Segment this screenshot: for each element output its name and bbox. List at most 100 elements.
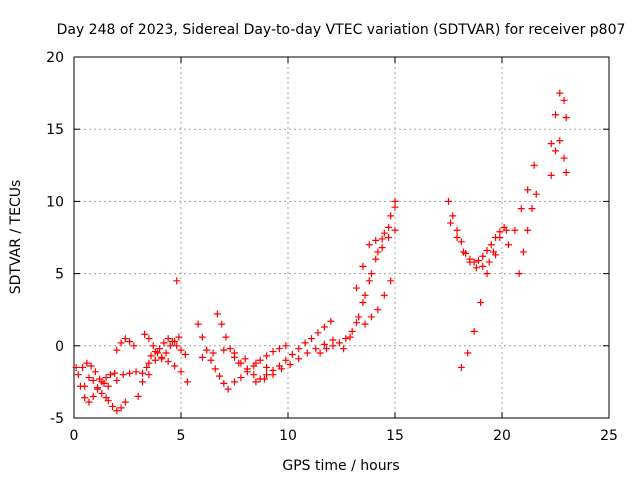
data-point-mid-a — [220, 379, 228, 387]
data-point-early-b — [91, 368, 99, 376]
data-point-rise-a — [387, 212, 395, 220]
data-point-mid-d — [314, 329, 322, 337]
data-point-mid-e — [312, 345, 320, 353]
data-point-late-f — [547, 140, 555, 148]
data-point-early-c — [98, 389, 106, 397]
data-point-rise-a — [355, 313, 363, 321]
data-point-mid-b — [213, 310, 221, 318]
data-point-mid-a — [203, 346, 211, 354]
data-point-mid-e — [286, 361, 294, 369]
data-point-late-g — [562, 169, 570, 177]
data-point-mid-e — [320, 340, 328, 348]
data-point-rise-c — [359, 262, 367, 270]
axis-ticks: 0 5 10 15 20 25 -5 0 5 10 15 20 — [46, 50, 618, 444]
data-point-mid-f — [209, 349, 217, 357]
y-tick-label: 20 — [46, 50, 64, 66]
data-point-early-f — [121, 335, 129, 343]
data-point-early-f — [113, 346, 121, 354]
data-point-mid-d — [327, 317, 335, 325]
data-point-late-c — [489, 248, 497, 256]
data-point-early-a — [111, 369, 119, 377]
data-point-rise-d — [387, 277, 395, 285]
data-point-late-a — [449, 212, 457, 220]
data-point-late-c — [477, 298, 485, 306]
data-point-mid-f — [263, 363, 271, 371]
data-point-late-d — [524, 186, 532, 194]
data-point-rise-a — [342, 335, 350, 343]
data-point-early-b — [74, 371, 82, 379]
data-point-mid-d — [237, 359, 245, 367]
data-point-mid-e — [295, 355, 303, 363]
data-point-mid-a — [216, 372, 224, 380]
data-point-mid-c — [282, 342, 290, 350]
data-point-early-a — [72, 363, 80, 371]
data-point-early-b — [104, 382, 112, 390]
data-marks — [72, 89, 570, 415]
data-point-early-f — [126, 337, 134, 345]
data-point-early-d — [113, 407, 121, 415]
data-point-rise-b — [378, 244, 386, 252]
data-point-mid-e — [278, 365, 286, 373]
y-tick-label: -5 — [50, 411, 64, 427]
data-point-early-g — [143, 363, 151, 371]
data-point-early-h — [153, 349, 161, 357]
data-point-late-b — [466, 258, 474, 266]
data-point-early-h — [171, 337, 179, 345]
data-point-late-a — [457, 238, 465, 246]
data-point-early-g — [160, 339, 168, 347]
data-point-late-f — [556, 89, 564, 97]
data-point-early-g — [181, 350, 189, 358]
data-point-late-a — [445, 197, 452, 205]
x-tick-label: 15 — [386, 428, 404, 444]
data-point-mid-e — [269, 371, 277, 379]
data-point-late-e — [519, 248, 527, 256]
data-point-early-e — [145, 371, 153, 379]
data-point-early-b — [87, 362, 95, 370]
data-point-early-e — [119, 371, 127, 379]
data-point-early-h — [166, 342, 174, 350]
data-point-mid-a — [198, 333, 206, 341]
data-point-early-e — [138, 369, 146, 377]
data-point-early-g — [147, 352, 155, 360]
data-point-early-d — [117, 404, 125, 412]
data-point-mid-c — [256, 356, 264, 364]
data-point-late-b — [453, 234, 461, 241]
data-point-mid-e — [252, 378, 260, 386]
data-point-mid-c — [231, 378, 238, 386]
data-point-late-d — [517, 205, 525, 213]
data-point-early-a — [106, 371, 114, 379]
data-point-early-h — [149, 342, 157, 350]
data-point-mid-a — [194, 320, 202, 328]
x-tick-label: 5 — [177, 428, 186, 444]
data-point-late-b — [459, 248, 467, 256]
data-point-rise-c — [378, 235, 386, 243]
data-point-rise-b — [352, 319, 360, 327]
data-point-late-b — [447, 219, 455, 227]
data-point-late-e — [524, 226, 532, 234]
data-point-rise-c — [365, 241, 373, 249]
data-point-rise-c — [385, 223, 393, 231]
data-point-late-d — [530, 161, 538, 169]
data-point-rise-b — [340, 345, 348, 353]
data-point-late-c — [470, 327, 478, 335]
data-point-early-c — [85, 374, 93, 382]
x-axis-title: GPS time / hours — [282, 458, 399, 474]
data-point-rise-b — [385, 234, 393, 241]
y-tick-label: 10 — [46, 194, 64, 210]
data-point-outlier — [173, 277, 181, 285]
data-point-rise-d — [361, 320, 369, 328]
data-point-late-d — [511, 226, 519, 234]
data-point-late-c — [502, 226, 510, 234]
plot-frame — [73, 56, 610, 419]
data-point-rise-d — [380, 291, 388, 299]
data-point-late-a — [453, 226, 461, 234]
data-point-early-h — [141, 330, 149, 338]
data-point-mid-b — [218, 320, 226, 328]
data-point-late-f — [562, 114, 570, 122]
data-point-early-i — [145, 359, 153, 367]
data-point-early-d — [104, 397, 112, 405]
data-point-mid-b — [226, 345, 234, 353]
x-tick-label: 20 — [493, 428, 511, 444]
